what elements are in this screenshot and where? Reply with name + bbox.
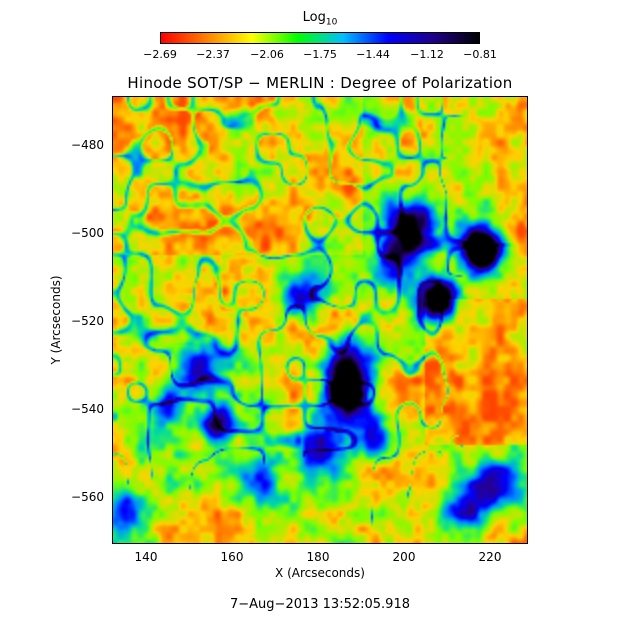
x-tick-label: 220 [478,550,502,564]
colorbar-tick-label: −1.75 [303,48,337,61]
timestamp: 7−Aug−2013 13:52:05.918 [230,597,410,612]
colorbar [160,32,480,44]
x-tick-label: 160 [220,550,244,564]
y-tick-label: −540 [71,402,104,416]
colorbar-tick-label: −1.44 [356,48,390,61]
plot-title: Hinode SOT/SP − MERLIN : Degree of Polar… [127,74,513,92]
x-tick-label: 200 [392,550,416,564]
colorbar-tick-label: −2.69 [143,48,177,61]
colorbar-tick-label: −2.06 [250,48,284,61]
x-tick-label: 180 [306,550,330,564]
polarization-image [113,97,527,543]
y-tick-label: −480 [71,138,104,152]
y-tick-label: −500 [71,226,104,240]
y-tick-label: −520 [71,314,104,328]
colorbar-tick-label: −0.81 [463,48,497,61]
x-axis-label: X (Arcseconds) [275,566,365,580]
polarization-map [112,96,528,544]
colorbar-title: Log10 [302,10,338,28]
y-axis-label: Y (Arcseconds) [49,275,63,365]
x-tick-label: 140 [134,550,158,564]
colorbar-tick-label: −2.37 [196,48,230,61]
y-tick-label: −560 [71,490,104,504]
colorbar-tick-label: −1.12 [410,48,444,61]
